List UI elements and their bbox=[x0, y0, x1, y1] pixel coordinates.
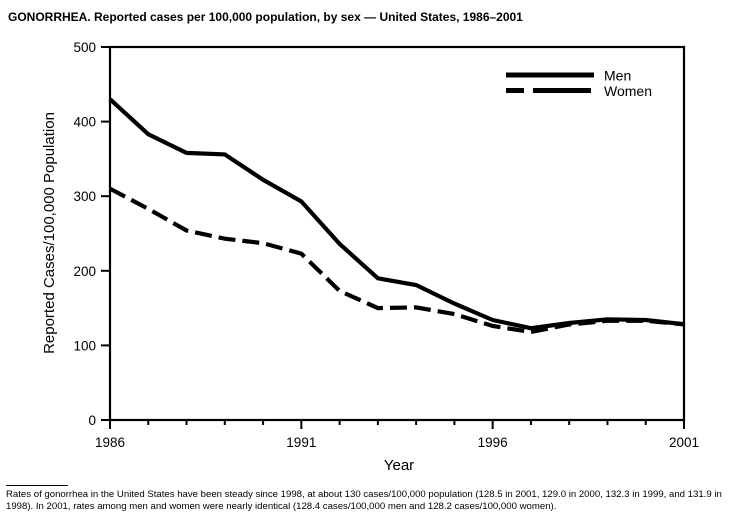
y-tick-label: 400 bbox=[73, 115, 96, 130]
x-tick-label: 1991 bbox=[286, 435, 316, 450]
legend: Men Women bbox=[506, 68, 652, 99]
chart-title: GONORRHEA. Reported cases per 100,000 po… bbox=[8, 10, 523, 24]
legend-label-women: Women bbox=[604, 83, 652, 99]
x-tick-label: 1996 bbox=[478, 435, 508, 450]
y-tick-label: 200 bbox=[73, 264, 96, 279]
footnote: Rates of gonorrhea in the United States … bbox=[6, 485, 739, 514]
y-tick-label: 300 bbox=[73, 189, 96, 204]
series-line-women bbox=[109, 186, 685, 335]
y-axis-title: Reported Cases/100,000 Population bbox=[41, 112, 58, 354]
y-tick-label: 0 bbox=[88, 413, 96, 428]
y-tick-label: 500 bbox=[73, 40, 96, 55]
footnote-rule bbox=[6, 485, 68, 486]
series-line-men bbox=[108, 97, 685, 331]
plot-border bbox=[108, 45, 686, 422]
line-chart: Men Women Reported Cases/100,000 Populat… bbox=[41, 40, 699, 474]
y-tick-label: 100 bbox=[73, 338, 96, 353]
legend-label-men: Men bbox=[604, 68, 631, 84]
x-tick-label: 1986 bbox=[95, 435, 125, 450]
x-axis-title: Year bbox=[384, 457, 414, 474]
footnote-text: Rates of gonorrhea in the United States … bbox=[6, 489, 722, 513]
x-tick-label: 2001 bbox=[669, 435, 699, 450]
